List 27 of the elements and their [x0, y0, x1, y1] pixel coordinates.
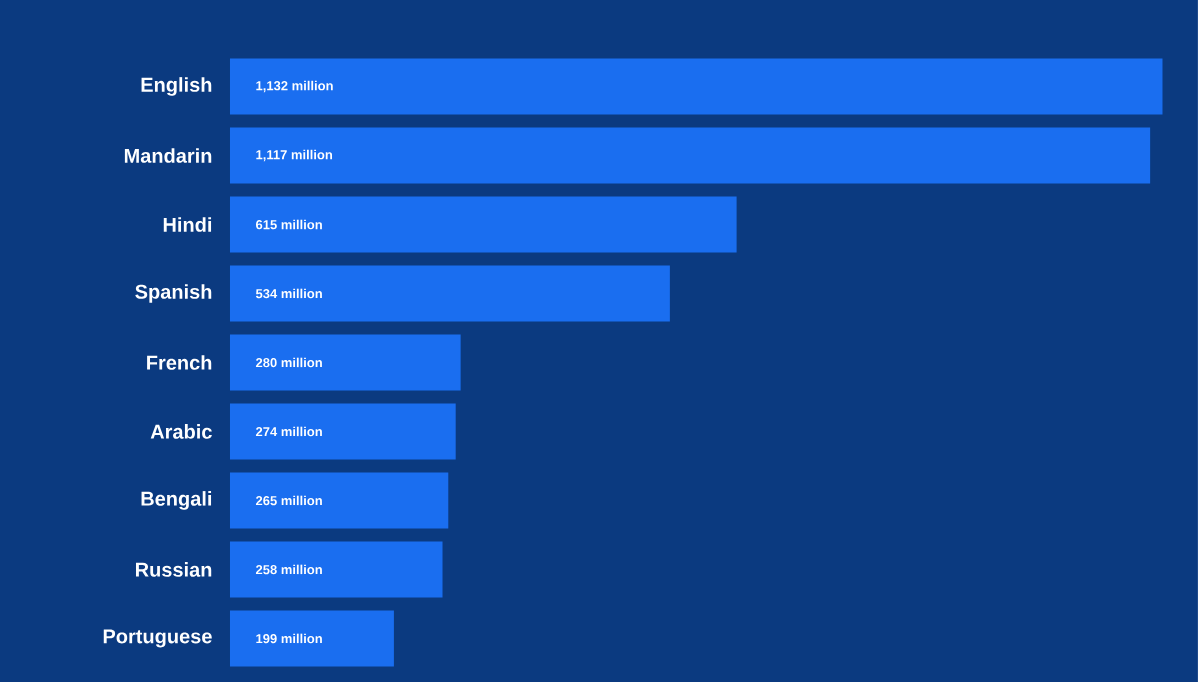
- data-label: 1,117 million: [256, 149, 333, 162]
- bar: [229, 403, 456, 460]
- y-tick-label: French: [147, 355, 212, 370]
- bar: [229, 196, 737, 253]
- data-label: 1,132 million: [256, 80, 333, 93]
- bar: [229, 58, 1163, 115]
- y-tick-label: Hindi: [163, 217, 212, 232]
- bar: [229, 265, 670, 322]
- y-tick-label: English: [141, 77, 212, 96]
- bar: [229, 334, 461, 391]
- y-tick-label: Bengali: [141, 491, 212, 510]
- bar: [229, 610, 394, 667]
- bar: [229, 541, 443, 598]
- data-label: 280 million: [255, 357, 322, 368]
- data-label: 534 million: [255, 288, 322, 299]
- y-tick-label: Arabic: [150, 424, 212, 439]
- data-label: 265 million: [255, 495, 322, 506]
- y-tick-label: Spanish: [135, 284, 212, 303]
- bar: [229, 127, 1151, 184]
- data-label: 258 million: [255, 564, 322, 575]
- data-label: 274 million: [255, 426, 322, 437]
- y-tick-label: Mandarin: [124, 148, 212, 163]
- bar: [229, 472, 449, 529]
- y-tick-label: Russian: [135, 562, 212, 577]
- data-label: 199 million: [256, 633, 322, 644]
- data-label: 615 million: [255, 219, 322, 230]
- y-tick-label: Portuguese: [103, 629, 212, 648]
